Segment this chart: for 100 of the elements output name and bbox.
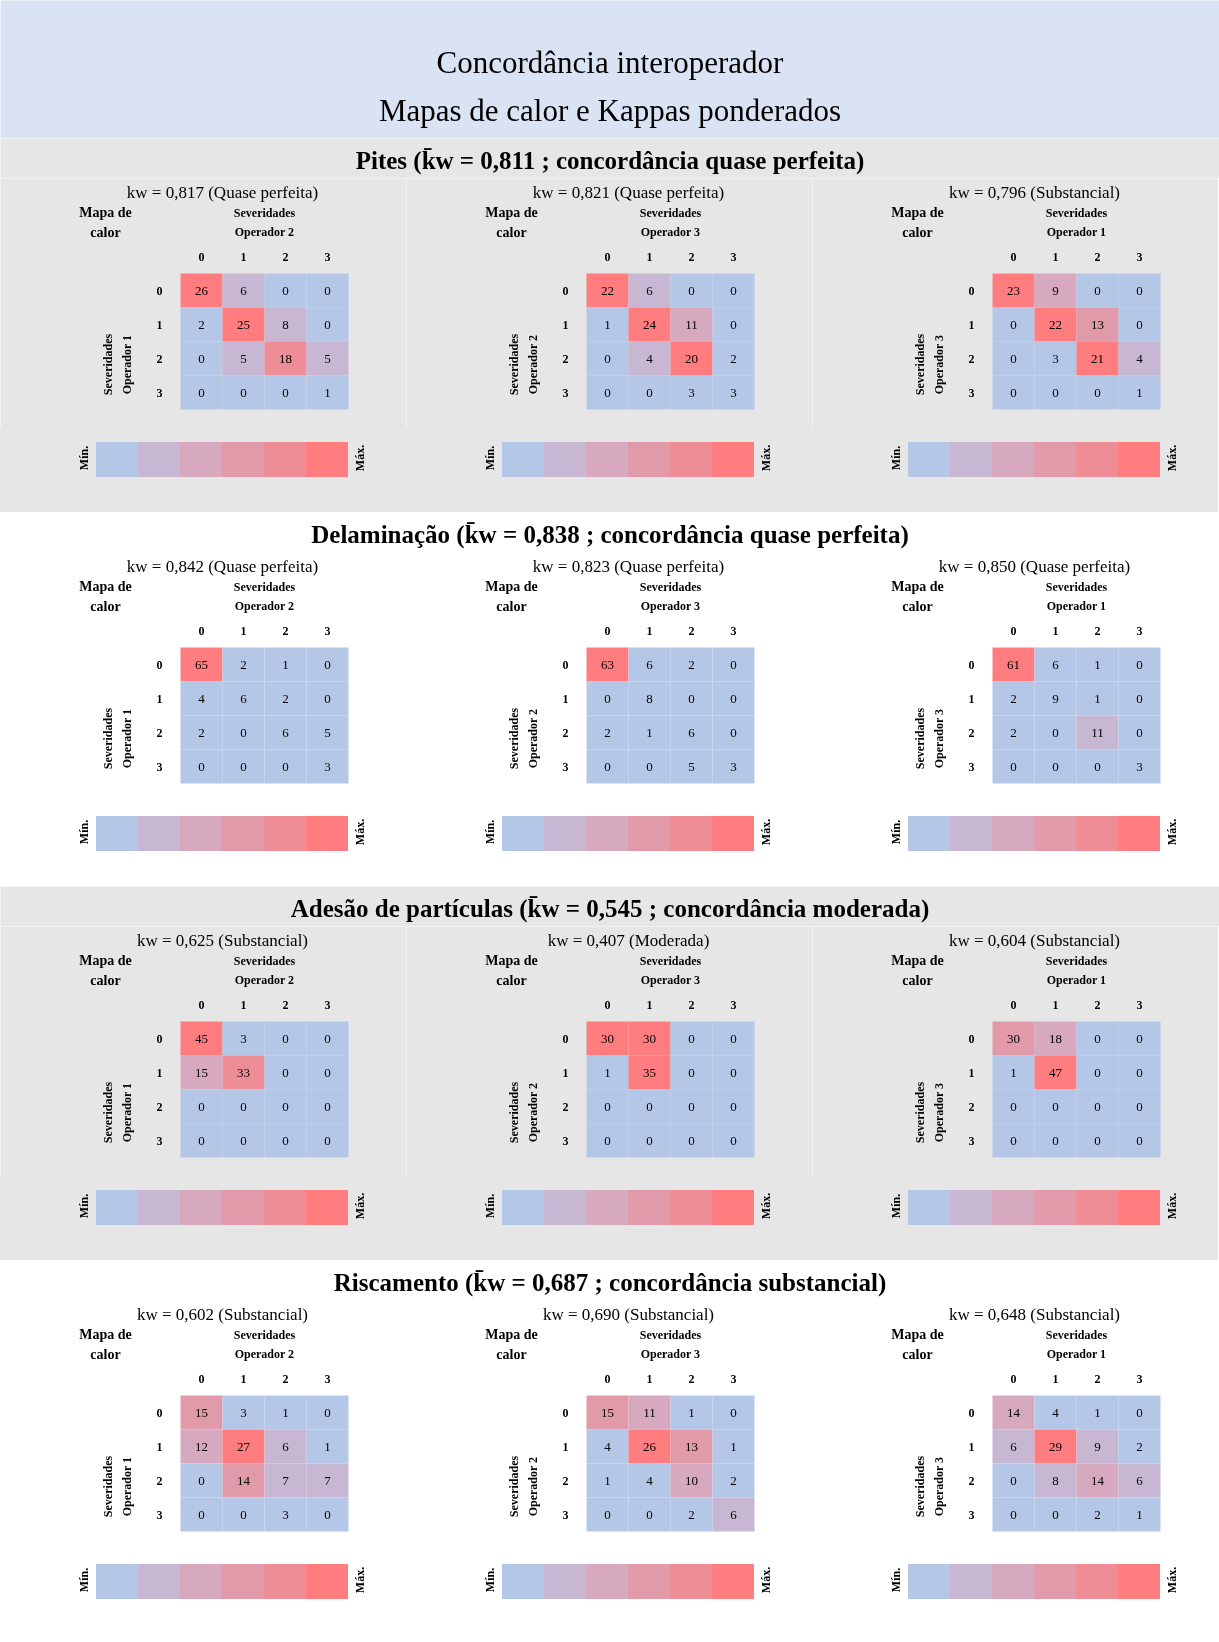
data-label: 0	[324, 1064, 331, 1080]
data-label: 0	[688, 1098, 695, 1114]
y-tick-label: 2	[562, 725, 569, 740]
data-label: 35	[643, 1064, 656, 1080]
data-label: 3	[240, 1404, 247, 1420]
y-tick-label: 0	[156, 657, 163, 672]
y-tick-label: 1	[156, 1065, 163, 1080]
x-tick-label: 1	[240, 623, 247, 638]
y-tick-label: 3	[156, 1133, 163, 1148]
data-label: 9	[1052, 690, 1059, 706]
data-label: 0	[604, 690, 611, 706]
data-label: 2	[240, 656, 247, 672]
data-label: 0	[282, 384, 289, 400]
x-tick-label: 3	[730, 997, 737, 1012]
text: Máx.	[1164, 443, 1180, 474]
y-axis-title: Severidades Operador 3	[913, 707, 946, 770]
data-label: 13	[1091, 316, 1104, 332]
y-axis-title: Severidades Operador 1	[101, 333, 134, 396]
data-label: 22	[601, 282, 614, 298]
x-tick-label: 3	[324, 249, 331, 264]
y-tick-label: 2	[968, 725, 975, 740]
data-label: 0	[730, 656, 737, 672]
data-label: 14	[237, 1472, 251, 1488]
y-tick-label: 0	[562, 657, 569, 672]
data-label: 0	[1052, 384, 1059, 400]
x-tick-label: 3	[1136, 623, 1143, 638]
data-label: 0	[730, 1404, 737, 1420]
text: Mapa de calor	[79, 1327, 132, 1362]
x-tick-label: 2	[282, 249, 289, 264]
text: Mín.	[482, 444, 498, 473]
data-label: 0	[688, 1132, 695, 1148]
data-label: 30	[643, 1030, 656, 1046]
data-label: 8	[646, 690, 653, 706]
text: Máx.	[352, 443, 368, 474]
y-axis-title: Severidades Operador 3	[913, 1081, 946, 1144]
y-tick-label: 2	[968, 351, 975, 366]
text: Mín.	[76, 818, 92, 847]
data-label: 6	[240, 690, 248, 706]
data-label: 0	[324, 1132, 331, 1148]
data-label: 15	[601, 1404, 614, 1420]
data-label: 6	[646, 282, 654, 298]
data-label: 23	[1007, 282, 1020, 298]
text: Mín.	[482, 1566, 498, 1595]
data-label: 0	[1136, 1064, 1143, 1080]
data-label: 0	[730, 1132, 737, 1148]
data-label: 0	[282, 1098, 289, 1114]
data-label: 0	[1010, 384, 1017, 400]
x-tick-label: 3	[730, 1371, 737, 1386]
x-tick-label: 0	[604, 1371, 611, 1386]
x-tick-label: 3	[324, 1371, 331, 1386]
data-label: 18	[1049, 1030, 1062, 1046]
data-label: 6	[1010, 1438, 1018, 1454]
x-tick-label: 0	[604, 997, 611, 1012]
x-tick-label: 1	[646, 249, 653, 264]
data-label: 0	[646, 1098, 653, 1114]
text: Mapa de calor	[485, 579, 538, 614]
data-label: 0	[1052, 758, 1059, 774]
data-label: 0	[282, 1030, 289, 1046]
data-label: 0	[240, 758, 247, 774]
y-tick-label: 1	[968, 1065, 975, 1080]
data-label: 0	[1094, 1064, 1101, 1080]
data-label: 1	[730, 1438, 737, 1454]
data-label: 3	[240, 1030, 247, 1046]
data-label: 0	[1052, 1098, 1059, 1114]
data-label: 0	[282, 282, 289, 298]
text: Máx.	[352, 1565, 368, 1596]
data-label: 0	[1136, 1030, 1143, 1046]
data-label: 0	[1136, 1404, 1143, 1420]
chart-title: kw = 0,407 (Moderada)	[547, 931, 710, 950]
data-label: 65	[195, 656, 208, 672]
data-label: 0	[1010, 1472, 1017, 1488]
data-label: 0	[646, 384, 653, 400]
data-label: 11	[685, 316, 698, 332]
data-label: 1	[646, 724, 653, 740]
data-label: 13	[685, 1438, 698, 1454]
y-axis-title: Severidades Operador 2	[507, 707, 540, 770]
data-label: 0	[1094, 1132, 1101, 1148]
text: Riscamento (k̄w = 0,687 ; concordância substancial)	[333, 1269, 887, 1297]
data-label: 18	[279, 350, 292, 366]
y-tick-label: 1	[562, 691, 569, 706]
text: Máx.	[758, 1191, 774, 1222]
y-tick-label: 1	[156, 1439, 163, 1454]
x-tick-label: 1	[1052, 249, 1059, 264]
data-label: 0	[1094, 1098, 1101, 1114]
data-label: 0	[1010, 1098, 1017, 1114]
text: Mapa de calor	[79, 953, 132, 988]
x-tick-label: 1	[1052, 623, 1059, 638]
text: Mapa de calor	[485, 205, 538, 240]
y-tick-label: 2	[968, 1099, 975, 1114]
data-label: 11	[1091, 724, 1104, 740]
x-axis-title: Severidades Operador 2	[233, 954, 296, 987]
chart-title: kw = 0,690 (Substancial)	[542, 1305, 715, 1324]
data-label: 2	[198, 724, 205, 740]
data-label: 4	[198, 690, 206, 706]
text: Mapa de calor	[891, 579, 944, 614]
data-label: 0	[646, 1132, 653, 1148]
data-label: 45	[195, 1030, 208, 1046]
y-tick-label: 0	[562, 1405, 569, 1420]
data-label: 0	[198, 1098, 205, 1114]
data-label: 0	[1052, 724, 1059, 740]
